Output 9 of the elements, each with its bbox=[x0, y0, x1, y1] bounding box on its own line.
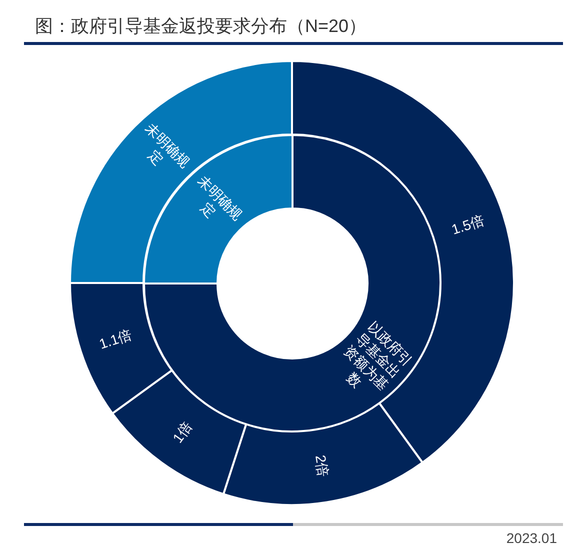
slice-label: 1.5倍 bbox=[449, 212, 486, 238]
text: 2023.01 bbox=[506, 529, 557, 547]
slice-label: 未明确规定 bbox=[142, 120, 194, 171]
slice-label: 2倍 bbox=[312, 454, 332, 478]
chart-title: 图：政府引导基金返投要求分布（N=20） bbox=[35, 15, 367, 38]
slice-label: 以政府引导基金出资额为基数 bbox=[340, 318, 416, 393]
slice-label: 1.1倍 bbox=[97, 326, 134, 352]
slice-label: 未明确规定 bbox=[194, 172, 246, 223]
slice-label: 1倍 bbox=[169, 418, 196, 446]
